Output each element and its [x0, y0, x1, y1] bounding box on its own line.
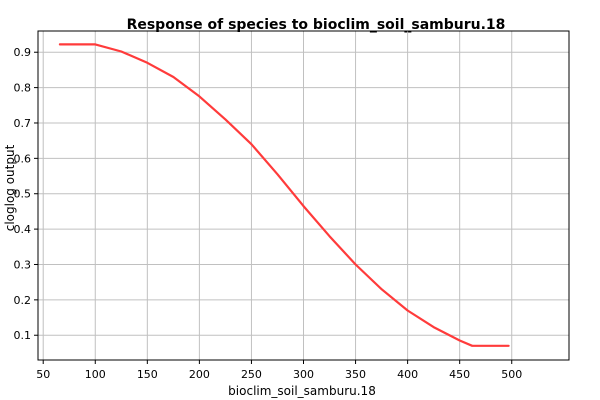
x-tick-label: 50	[36, 368, 50, 381]
x-tick-label: 250	[241, 368, 262, 381]
tick-layer: 50 100 150 200 250 300 350 400 450 500 0.1 0.2 0.3 0.…	[14, 46, 523, 381]
x-tick-label: 500	[501, 368, 522, 381]
y-tick-label: 0.9	[14, 46, 32, 59]
y-tick-label: 0.6	[14, 152, 32, 165]
x-axis-label: bioclim_soil_samburu.18	[228, 384, 376, 398]
y-tick-label: 0.8	[14, 82, 32, 95]
y-tick-label: 0.4	[14, 223, 32, 236]
x-tick-label: 200	[189, 368, 210, 381]
grid-layer	[38, 31, 569, 360]
y-axis-label: cloglog output	[3, 144, 17, 231]
x-tick-label: 100	[85, 368, 106, 381]
x-tick-label: 400	[397, 368, 418, 381]
y-tick-label: 0.7	[14, 117, 32, 130]
y-tick-label: 0.2	[14, 294, 32, 307]
series-layer	[58, 43, 510, 347]
response-curve	[58, 43, 510, 347]
y-tick-label: 0.3	[14, 258, 32, 271]
x-tick-label: 300	[293, 368, 314, 381]
x-tick-label: 150	[137, 368, 158, 381]
chart-title: Response of species to bioclim_soil_samb…	[127, 17, 506, 33]
y-tick-label: 0.5	[14, 188, 32, 201]
y-tick-label: 0.1	[14, 329, 32, 342]
x-tick-label: 350	[345, 368, 366, 381]
x-tick-label: 450	[449, 368, 470, 381]
